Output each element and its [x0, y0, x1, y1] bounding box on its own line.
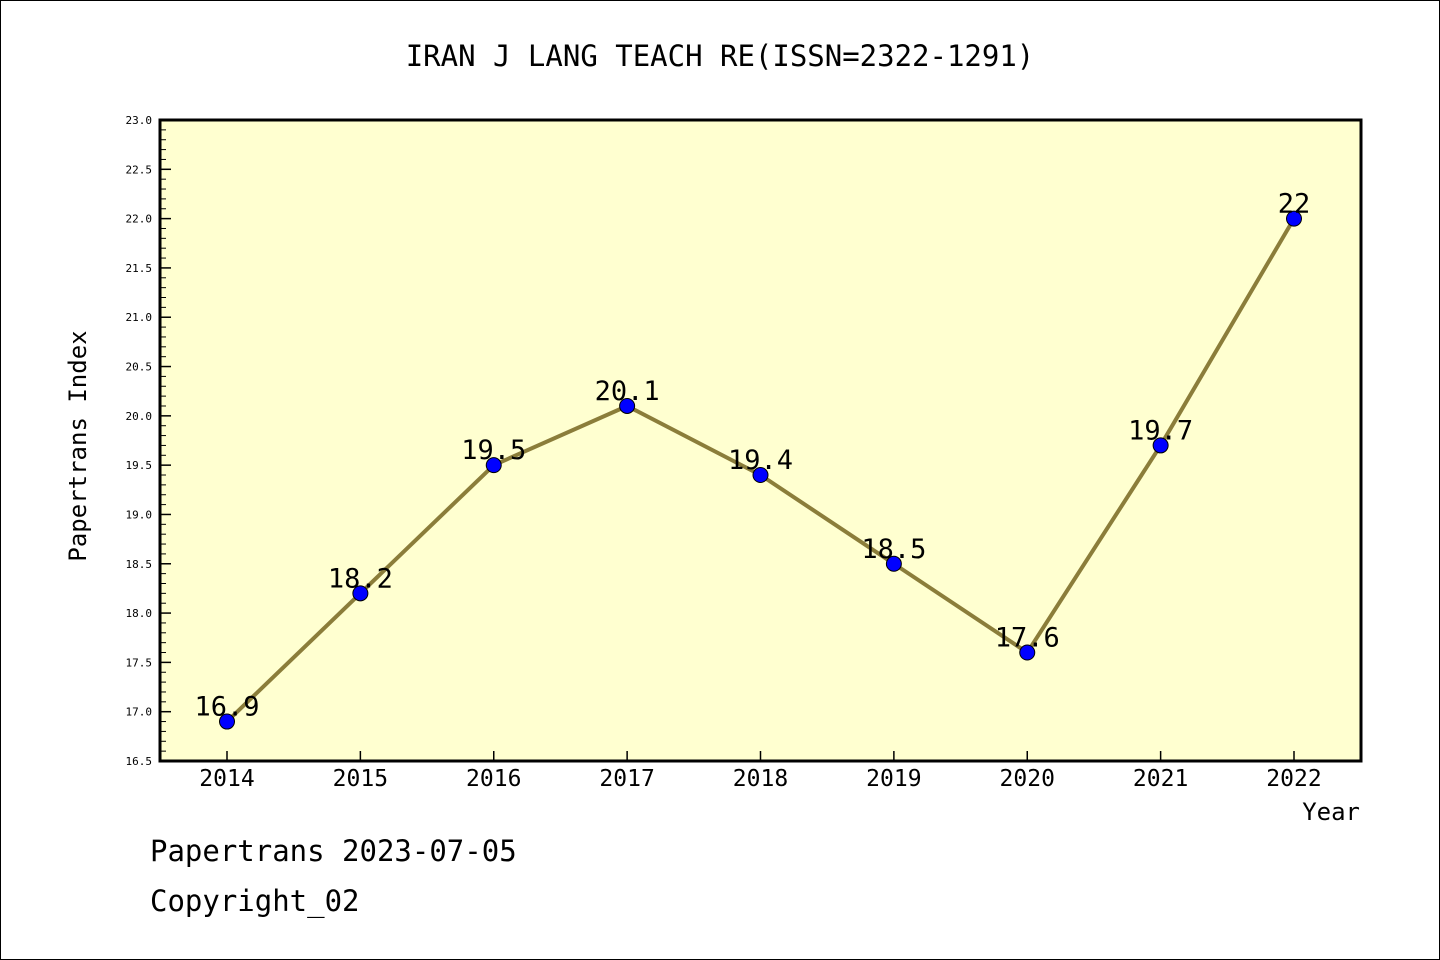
- y-axis-label: Papertrans Index: [64, 330, 92, 561]
- x-tick-label: 2014: [199, 766, 254, 792]
- data-point: [352, 585, 369, 602]
- y-tick-label: 20.5: [126, 361, 153, 374]
- x-tick-label: 2019: [866, 766, 921, 792]
- y-tick-label: 21.0: [126, 311, 153, 324]
- data-point: [1019, 644, 1036, 661]
- y-tick-label: 17.5: [126, 656, 153, 669]
- data-point: [219, 713, 235, 730]
- data-point: [1286, 210, 1302, 227]
- data-point: [619, 397, 636, 414]
- plot-border: [158, 118, 1363, 763]
- y-tick-label: 19.0: [126, 508, 153, 521]
- data-point: [485, 457, 502, 474]
- x-tick-label: 2015: [333, 766, 388, 792]
- data-point: [1152, 437, 1169, 454]
- x-axis-label: Year: [1302, 798, 1360, 826]
- footer-date: Papertrans 2023-07-05: [150, 834, 517, 868]
- data-label: 22: [1278, 189, 1311, 220]
- y-tick-labels: 16.5 17.0 17.5 18.0 18.5 19.0 19.5 20.0 20.5 21.0…: [126, 114, 153, 768]
- y-tick-label: 18.5: [126, 558, 153, 571]
- data-label: 18.5: [861, 534, 926, 565]
- y-tick-label: 17.0: [126, 706, 153, 719]
- y-tick-label: 23.0: [126, 114, 153, 127]
- data-labels: 16.9 18.2 19.5 20.1 19.4 18.5 17.6 19.7 22: [194, 189, 1310, 723]
- data-label: 18.2: [328, 563, 393, 594]
- data-label: 19.7: [1128, 415, 1193, 446]
- data-point: [885, 555, 902, 572]
- y-tick-label: 21.5: [126, 262, 153, 275]
- x-ticks: [226, 751, 1295, 761]
- x-tick-label: 2018: [733, 766, 788, 792]
- y-tick-label: 16.5: [126, 755, 153, 768]
- data-label: 17.6: [995, 623, 1060, 654]
- x-tick-label: 2022: [1266, 766, 1321, 792]
- x-tick-label: 2016: [466, 766, 521, 792]
- footer-copyright: Copyright_02: [150, 884, 360, 918]
- data-label: 16.9: [194, 692, 259, 723]
- x-tick-label: 2020: [1000, 766, 1055, 792]
- y-tick-label: 20.0: [126, 410, 153, 423]
- data-point: [752, 467, 769, 484]
- x-tick-labels: 2014 2015 2016 2017 2018 2019 2020 2021 2022: [199, 766, 1321, 792]
- chart-title: IRAN J LANG TEACH RE(ISSN=2322-1291): [406, 39, 1035, 73]
- x-tick-label: 2017: [599, 766, 654, 792]
- y-tick-label: 22.0: [126, 213, 153, 226]
- y-tick-label: 22.5: [126, 163, 153, 176]
- y-tick-label: 18.0: [126, 607, 153, 620]
- x-tick-label: 2021: [1133, 766, 1188, 792]
- data-label: 19.4: [728, 445, 793, 476]
- data-points: [219, 210, 1302, 730]
- data-label: 19.5: [461, 435, 526, 466]
- data-label: 20.1: [595, 376, 660, 407]
- y-tick-label: 19.5: [126, 459, 153, 472]
